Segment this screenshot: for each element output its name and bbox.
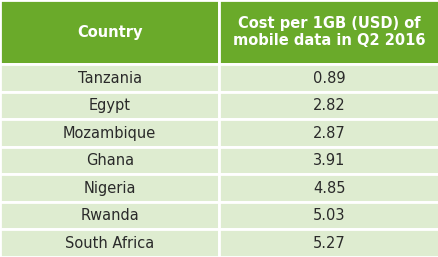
Text: 5.27: 5.27 [312, 236, 345, 251]
Text: Rwanda: Rwanda [80, 208, 139, 223]
Text: 0.89: 0.89 [312, 70, 345, 86]
Bar [219, 230, 438, 257]
Text: 2.87: 2.87 [312, 126, 345, 141]
Text: 3.91: 3.91 [312, 153, 345, 168]
Bar [219, 64, 438, 92]
Text: Tanzania: Tanzania [78, 70, 141, 86]
Text: Country: Country [77, 25, 142, 40]
Bar [0, 0, 219, 64]
Text: 5.03: 5.03 [312, 208, 345, 223]
Bar [219, 147, 438, 175]
Bar [0, 175, 219, 202]
Bar [0, 230, 219, 257]
Bar [219, 202, 438, 230]
Text: Mozambique: Mozambique [63, 126, 156, 141]
Text: 2.82: 2.82 [312, 98, 345, 113]
Bar [0, 119, 219, 147]
Bar [0, 147, 219, 175]
Text: Ghana: Ghana [85, 153, 134, 168]
Bar [219, 119, 438, 147]
Bar [219, 175, 438, 202]
Text: Nigeria: Nigeria [83, 181, 136, 196]
Bar [0, 92, 219, 119]
Bar [219, 0, 438, 64]
Bar [0, 64, 219, 92]
Bar [0, 202, 219, 230]
Bar [219, 92, 438, 119]
Text: Egypt: Egypt [88, 98, 131, 113]
Text: South Africa: South Africa [65, 236, 154, 251]
Text: 4.85: 4.85 [312, 181, 345, 196]
Text: Cost per 1GB (USD) of
mobile data in Q2 2016: Cost per 1GB (USD) of mobile data in Q2 … [233, 16, 424, 48]
